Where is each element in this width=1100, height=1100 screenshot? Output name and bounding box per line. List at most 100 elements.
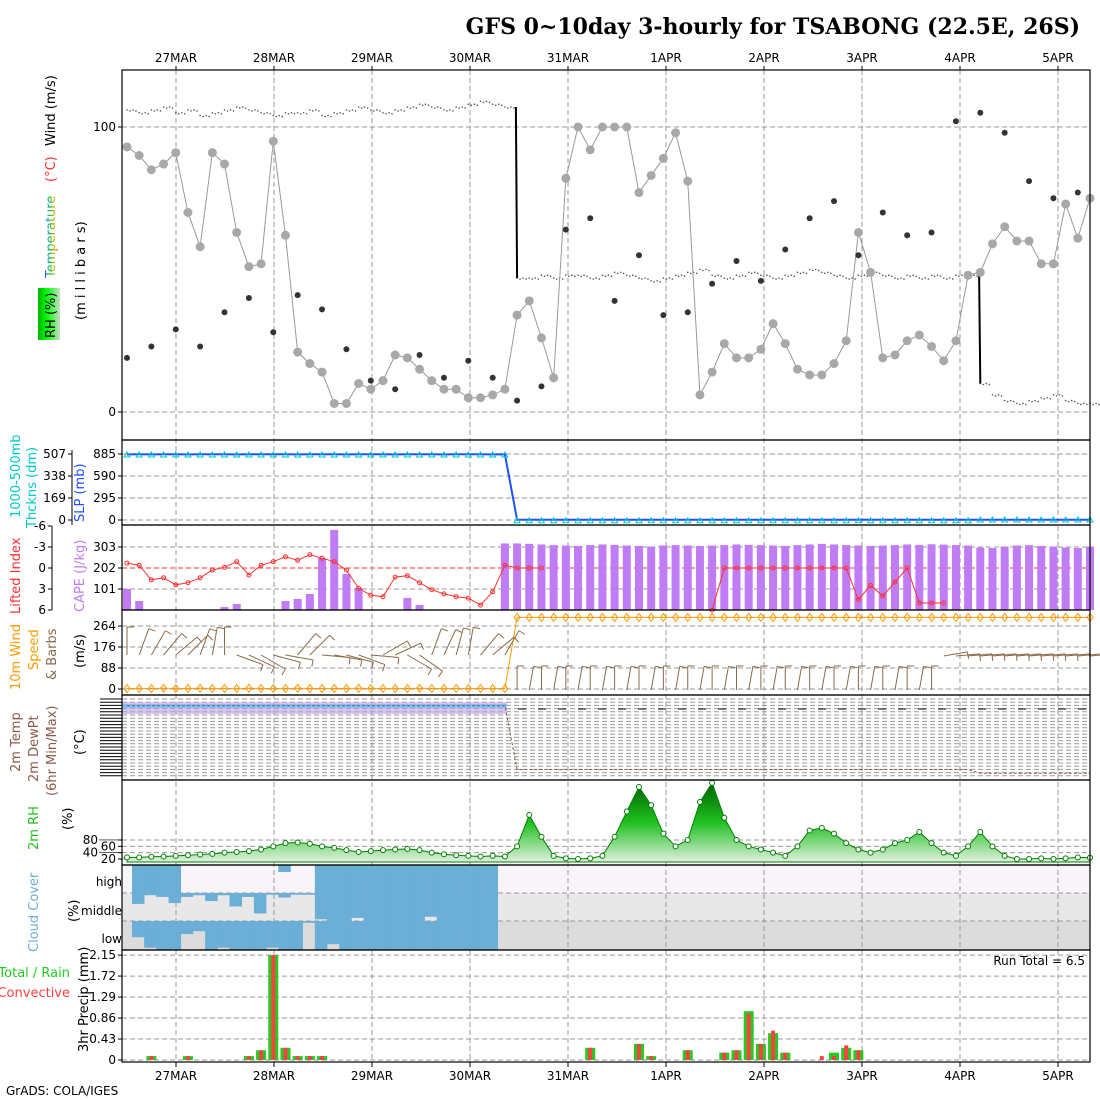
rh-point bbox=[695, 390, 705, 400]
pressure-dot bbox=[1070, 399, 1073, 402]
pressure-dot bbox=[699, 268, 701, 271]
wind-speed-marker bbox=[647, 612, 655, 623]
wind-y-label: 264 bbox=[93, 619, 116, 633]
wind-speed-marker bbox=[793, 612, 802, 623]
pressure-dot bbox=[583, 274, 585, 277]
pressure-dot bbox=[991, 394, 994, 396]
rh-point bbox=[524, 296, 534, 306]
cloud-cell-middle bbox=[363, 893, 377, 921]
date-label-top: 5APR bbox=[1042, 51, 1073, 65]
wind-speed-marker bbox=[842, 612, 850, 623]
rh2m-area bbox=[126, 781, 1091, 863]
cape-bar bbox=[939, 544, 948, 610]
precip-convective-bar bbox=[320, 1056, 325, 1060]
thickness-marker bbox=[927, 516, 936, 524]
wind-barb bbox=[163, 633, 188, 656]
rh-point bbox=[610, 122, 620, 132]
pressure-dot bbox=[473, 103, 476, 105]
cape-bar bbox=[561, 545, 570, 610]
pressure-dot bbox=[272, 114, 275, 117]
wind-barb bbox=[321, 654, 351, 665]
temperature-point bbox=[148, 343, 155, 350]
cloud-cell-middle bbox=[448, 893, 462, 921]
cloud-cell-low bbox=[302, 921, 316, 923]
cloud-cell-low bbox=[363, 921, 377, 950]
wind-barb bbox=[346, 654, 374, 670]
cloud-cell-middle bbox=[314, 893, 328, 920]
pressure-dot bbox=[784, 274, 787, 277]
pressure-dot bbox=[906, 274, 908, 277]
wind-barb bbox=[370, 654, 400, 665]
rh2m-marker bbox=[977, 829, 984, 836]
pressure-dot bbox=[1043, 397, 1046, 400]
pressure-dot bbox=[299, 112, 302, 115]
pressure-dot bbox=[903, 278, 905, 280]
rh2m-marker bbox=[928, 840, 935, 847]
cape-bar bbox=[1049, 546, 1058, 610]
pressure-dot bbox=[735, 274, 738, 277]
wind-speed-marker bbox=[623, 612, 631, 623]
wind-speed-marker bbox=[598, 612, 607, 623]
temp-unit-label: (°C) bbox=[44, 156, 59, 182]
wind-speed-marker bbox=[403, 683, 411, 694]
rh2m-marker bbox=[270, 843, 277, 850]
temperature-point bbox=[538, 383, 545, 390]
pressure-dot bbox=[382, 111, 384, 114]
li-marker bbox=[331, 559, 337, 565]
pressure-dot bbox=[738, 275, 741, 278]
pressure-dot bbox=[936, 274, 939, 277]
pressure-dot bbox=[814, 268, 817, 271]
rh-point bbox=[756, 344, 766, 354]
pressure-dot bbox=[683, 275, 686, 278]
pressure-dot bbox=[135, 110, 137, 112]
rh2m-marker bbox=[392, 846, 399, 853]
pressure-dot bbox=[753, 271, 756, 274]
precip-convective-bar bbox=[832, 1056, 837, 1060]
pressure-dot bbox=[717, 274, 719, 277]
pressure-dot bbox=[430, 106, 433, 108]
pressure-dot bbox=[1006, 400, 1009, 403]
wind-speed-marker bbox=[354, 683, 363, 694]
wind-barb bbox=[358, 654, 386, 672]
pressure-dot bbox=[165, 107, 168, 109]
pressure-dot bbox=[769, 275, 771, 278]
wind-speed-marker bbox=[1037, 612, 1045, 623]
rh-point bbox=[732, 353, 741, 363]
li-marker bbox=[880, 593, 886, 599]
wind-barb bbox=[833, 665, 842, 690]
rh2m-marker bbox=[489, 852, 496, 859]
wind-barb bbox=[480, 633, 505, 656]
pressure-dot bbox=[373, 110, 375, 112]
cloud-cell-high bbox=[278, 865, 291, 872]
pressure-dot bbox=[360, 107, 363, 109]
rh2m-marker bbox=[355, 849, 362, 856]
pressure-dot bbox=[476, 104, 479, 106]
pressure-dot bbox=[141, 112, 143, 115]
pressure-dot bbox=[421, 104, 424, 106]
li-marker bbox=[855, 597, 861, 602]
rh2m-marker bbox=[599, 852, 606, 859]
rh-point bbox=[841, 336, 851, 346]
wind-speed-marker bbox=[501, 683, 509, 694]
li-marker bbox=[258, 562, 264, 568]
slp-y-label: 295 bbox=[93, 491, 116, 505]
temperature-point bbox=[245, 295, 252, 301]
li-marker bbox=[197, 575, 203, 581]
pressure-dot bbox=[711, 274, 713, 277]
pressure-dot bbox=[702, 269, 704, 272]
cape-y-label: 303 bbox=[93, 540, 116, 554]
thickness-marker bbox=[1061, 515, 1070, 523]
pressure-dot bbox=[775, 278, 777, 280]
precip-convective-bar bbox=[295, 1056, 300, 1060]
temperature-point bbox=[416, 352, 423, 358]
wind-speed-marker bbox=[671, 612, 680, 623]
wind-speed-marker bbox=[476, 683, 485, 694]
pressure-dot bbox=[345, 109, 348, 111]
pressure-dot bbox=[287, 112, 290, 115]
rh-point bbox=[561, 173, 571, 183]
temperature-point bbox=[270, 329, 277, 336]
li-line bbox=[126, 554, 542, 606]
cape-bar bbox=[732, 544, 741, 610]
pressure-dot bbox=[196, 110, 198, 112]
cape-bar bbox=[951, 545, 960, 610]
